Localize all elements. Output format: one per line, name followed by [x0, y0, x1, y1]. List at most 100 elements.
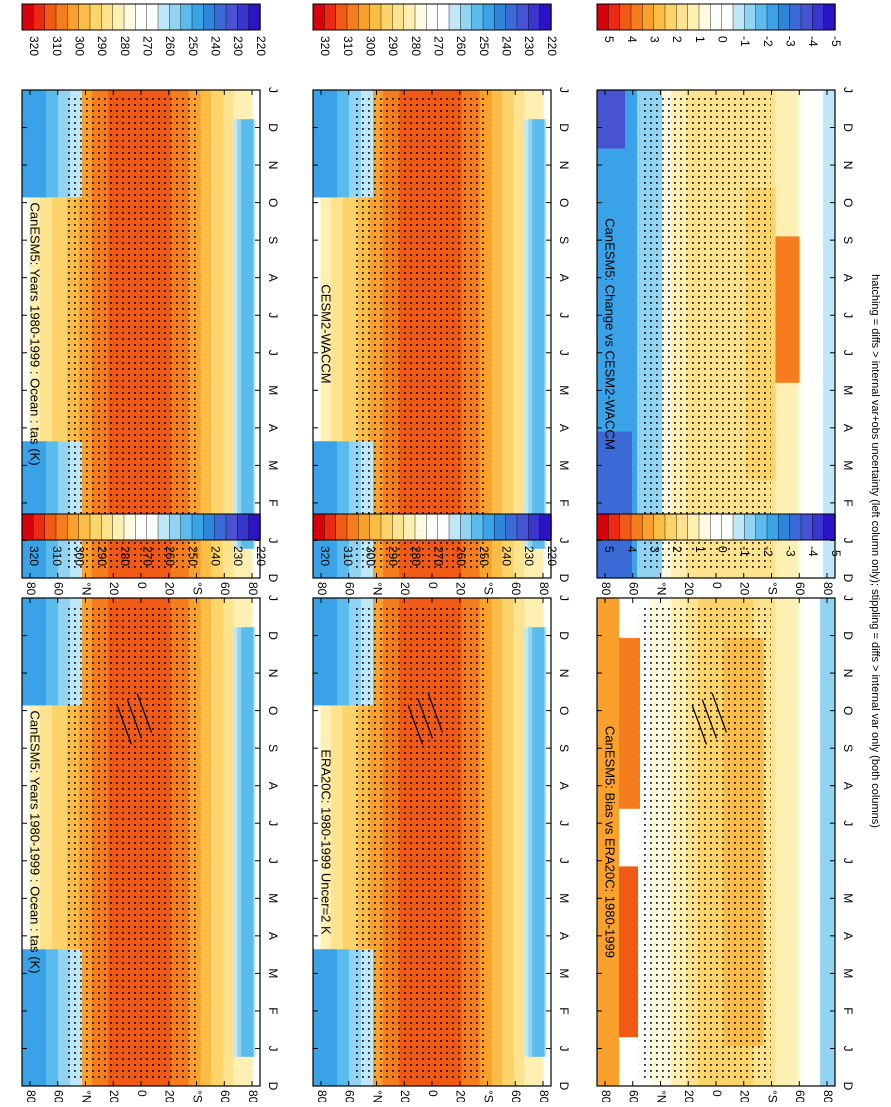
colorbar-swatch [539, 513, 552, 541]
colorbar-swatch [732, 513, 746, 541]
colorbar-swatch [698, 3, 712, 31]
colorbar-swatch [676, 513, 689, 541]
colorbar-tick-label: 310 [341, 36, 355, 56]
lat-tick-label: °N [654, 582, 668, 595]
lat-tick-label: °S [765, 1090, 779, 1102]
colorbar-tick-label: -3 [783, 546, 797, 557]
month-tick-label: D [841, 1082, 855, 1091]
colorbar-swatch [392, 513, 405, 541]
colorbar-tick-label: 0 [715, 36, 729, 43]
colorbar-tick-label: 280 [409, 36, 423, 56]
colorbar-swatch [214, 513, 227, 541]
colorbar-swatch [766, 513, 780, 541]
lat-tick-label: 20 [163, 582, 177, 596]
month-axis: D J F M A M J J A S O N D J [313, 87, 571, 583]
month-tick-label: S [841, 236, 855, 244]
colorbar-swatch [608, 3, 621, 31]
month-tick-label: D [557, 574, 571, 583]
colorbar-swatch [664, 3, 678, 31]
colorbar-swatch [225, 513, 239, 541]
colorbar-tick-label: 230 [231, 36, 245, 56]
colorbar-tick-label: -2 [761, 36, 775, 47]
colorbar-tick-label: 250 [477, 36, 491, 56]
colorbar-swatch [426, 513, 439, 541]
month-tick-label: J [557, 87, 571, 93]
lat-tick-label: 60 [218, 582, 232, 596]
lat-tick-label: 60 [509, 1090, 523, 1102]
colorbar-tick-label: 300 [363, 36, 377, 56]
colorbar-frame [596, 513, 836, 541]
stippling [355, 98, 487, 570]
colorbar-tick-label: -5 [829, 546, 843, 557]
colorbar-swatch [687, 513, 700, 541]
month-tick-label: N [557, 161, 571, 170]
month-tick-label: J [266, 1045, 280, 1051]
lat-tick-label: 20 [398, 1090, 412, 1102]
colorbar-swatch [369, 513, 382, 541]
colorbar-swatch [380, 3, 394, 31]
panel-6: D J F M A M J J A S O N D J 80 60 °N 20 0 20 °S 60 80 CanESM5: … [596, 595, 855, 1104]
colorbar-swatch [248, 3, 261, 31]
panel-title: CanESM5: Change vs CESM2-WACCM [603, 218, 618, 449]
lat-tick-label: 0 [426, 1090, 440, 1097]
colorbar-tick-label: 270 [431, 36, 445, 56]
month-tick-label: D [557, 123, 571, 132]
month-tick-label: D [266, 631, 280, 640]
colorbar-swatch [608, 513, 621, 541]
colorbar-swatch [55, 513, 69, 541]
hatch-mark [427, 693, 444, 733]
contour-band [820, 598, 835, 1086]
month-tick-label: O [266, 198, 280, 207]
lat-tick-label: °S [481, 1090, 495, 1102]
colorbar-6: 5 4 3 2 1 0 -1 -2 -3 -4 -5 [596, 513, 843, 557]
colorbar-swatch [414, 513, 428, 541]
colorbar-tick-label: 320 [27, 36, 41, 56]
colorbar-tick-label: 290 [95, 546, 109, 566]
colorbar-swatch [471, 3, 484, 31]
colorbar-tick-label: -1 [738, 546, 752, 557]
month-tick-label: J [557, 820, 571, 826]
contour-band [313, 441, 337, 578]
figure-footnote: hatching = diffs > internal var+obs unce… [869, 274, 881, 828]
colorbar-tick-label: 0 [715, 546, 729, 553]
lat-tick-label: 60 [52, 1090, 66, 1102]
month-tick-label: F [557, 1007, 571, 1014]
colorbar-tick-label: 310 [50, 36, 64, 56]
colorbar-swatch [214, 3, 227, 31]
lat-tick-label: 20 [682, 582, 696, 596]
contour-band [775, 236, 800, 383]
lat-tick-label: 0 [710, 1090, 724, 1097]
lat-tick-label: 60 [509, 582, 523, 596]
colorbar-swatch [414, 3, 428, 31]
colorbar-swatch [78, 3, 91, 31]
colorbar-tick-label: 290 [95, 36, 109, 56]
colorbar-swatch [312, 3, 326, 31]
colorbar-swatch [346, 3, 360, 31]
colorbar-swatch [494, 3, 507, 31]
colorbar-swatch [55, 3, 69, 31]
colorbar-swatch [710, 3, 723, 31]
colorbar-swatch [180, 3, 193, 31]
colorbar-swatch [335, 3, 348, 31]
month-tick-label: M [266, 460, 280, 470]
colorbar-swatch [21, 513, 35, 541]
month-tick-label: D [266, 123, 280, 132]
panel-title: CanESM5: Years 1980-1999 : Ocean : tas (… [28, 710, 43, 973]
month-tick-label: J [266, 595, 280, 601]
lat-tick-label: °S [190, 1090, 204, 1102]
colorbar-swatch [823, 3, 836, 31]
colorbar-swatch [789, 513, 802, 541]
stippling [639, 98, 771, 570]
colorbar-tick-label: 290 [386, 546, 400, 566]
month-tick-label: J [841, 87, 855, 93]
colorbar-swatch [157, 513, 171, 541]
colorbar-swatch [744, 513, 757, 541]
month-tick-label: O [266, 706, 280, 715]
colorbar-tick-label: 260 [163, 36, 177, 56]
colorbar-swatch [812, 3, 825, 31]
colorbar-frame [21, 3, 261, 31]
colorbar-swatch [528, 513, 541, 541]
colorbar-swatch [710, 513, 723, 541]
hatch-mark [407, 705, 424, 745]
hatching [691, 693, 728, 745]
